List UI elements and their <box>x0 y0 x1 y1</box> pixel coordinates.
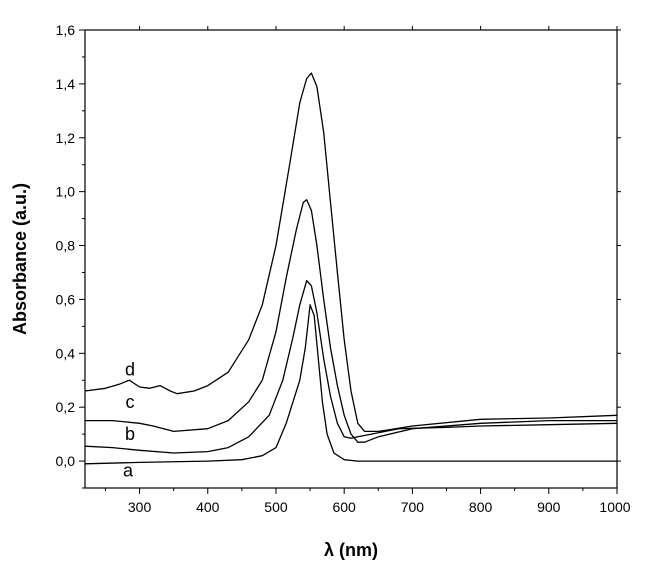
series-label-c: c <box>126 392 135 412</box>
x-tick-label: 1000 <box>599 499 630 515</box>
y-tick-label: 0,6 <box>56 291 76 307</box>
y-tick-labels: 0,0 0,2 0,4 0,6 0,8 1,0 1,2 1,4 1,6 <box>56 22 76 469</box>
series-label-d: d <box>125 359 135 379</box>
series-line-b <box>84 279 618 454</box>
x-tick-label: 500 <box>264 499 288 515</box>
x-tick-label: 700 <box>401 499 425 515</box>
y-tick-label: 0,2 <box>56 399 76 415</box>
x-tick-labels: 300 400 500 600 700 800 900 1000 <box>128 499 631 515</box>
y-tick-label: 0,0 <box>56 453 76 469</box>
x-axis-title: λ (nm) <box>324 540 378 560</box>
y-tick-label: 0,4 <box>56 345 76 361</box>
x-tick-label: 800 <box>469 499 493 515</box>
series-line-d <box>84 72 618 433</box>
y-tick-label: 1,6 <box>56 22 76 38</box>
series-label-a: a <box>123 460 134 480</box>
y-tick-label: 0,8 <box>56 238 76 254</box>
plot-frame <box>84 29 618 489</box>
x-tick-label: 600 <box>332 499 356 515</box>
x-tick-label: 900 <box>537 499 561 515</box>
series-label-b: b <box>125 424 135 444</box>
y-axis-title: Absorbance (a.u.) <box>10 183 30 335</box>
x-tick-label: 400 <box>196 499 220 515</box>
y-tick-label: 1,4 <box>56 76 76 92</box>
x-tick-label: 300 <box>128 499 152 515</box>
series-line-a <box>84 304 617 465</box>
y-tick-label: 1,2 <box>56 130 76 146</box>
axis-ticks <box>79 26 621 494</box>
y-tick-label: 1,0 <box>56 184 76 200</box>
spectra-curves <box>84 72 618 465</box>
series-line-c <box>85 199 617 443</box>
